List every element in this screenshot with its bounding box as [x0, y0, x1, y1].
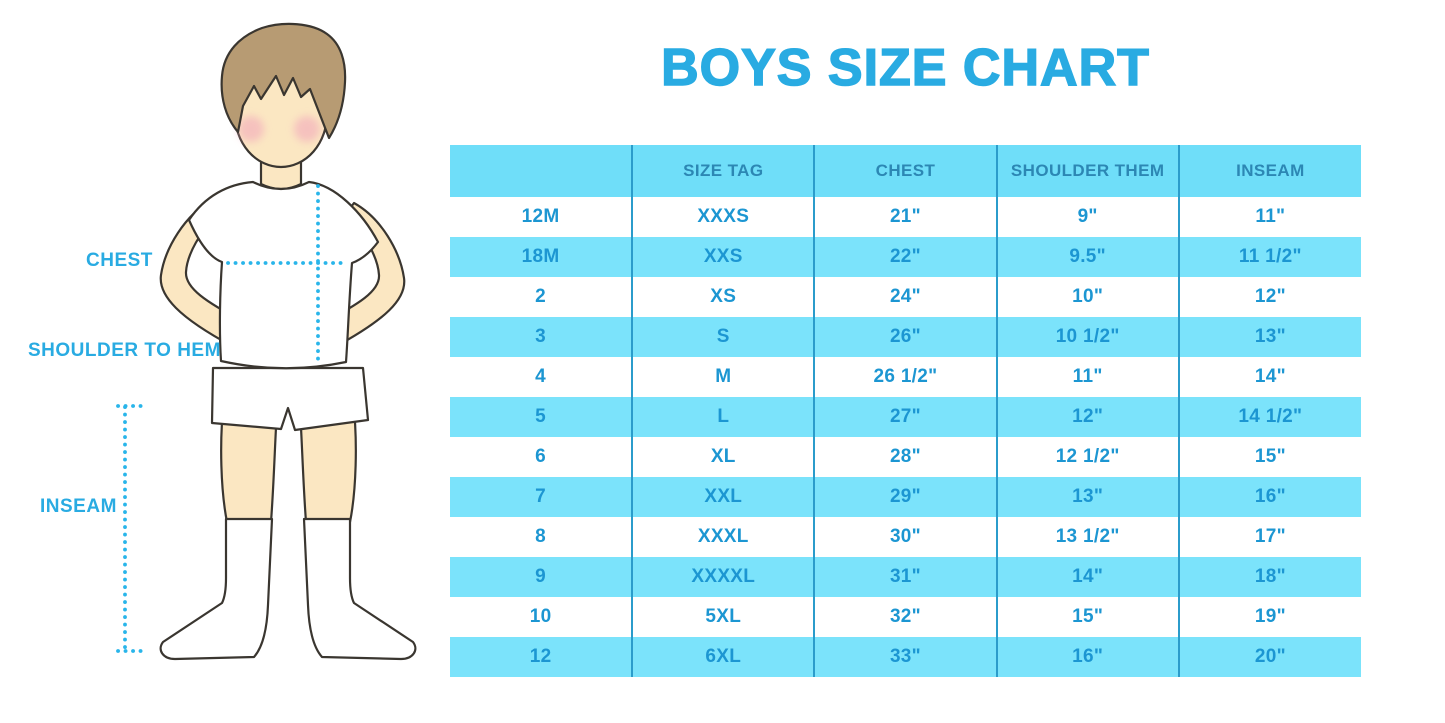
table-cell: XL — [632, 437, 816, 477]
table-cell: 3 — [450, 317, 634, 357]
table-cell: S — [632, 317, 816, 357]
table-row: 4 M 26 1/2" 11" 14" — [450, 357, 1361, 397]
table-cell: 21" — [814, 197, 998, 237]
header-cell-shoulder-them: SHOULDER THEM — [996, 145, 1180, 197]
table-cell: 13" — [996, 477, 1180, 517]
table-row: 7 XXL 29" 13" 16" — [450, 477, 1361, 517]
shoulder-to-hem-label: SHOULDER TO HEM — [28, 340, 221, 361]
size-table: SIZE TAG CHEST SHOULDER THEM INSEAM 12M X… — [450, 145, 1361, 677]
page-title: BOYS SIZE CHART — [660, 38, 1150, 98]
table-cell: 7 — [450, 477, 634, 517]
header-cell-size — [450, 145, 634, 197]
boy-illustration — [116, 22, 417, 661]
header-cell-size-tag: SIZE TAG — [632, 145, 816, 197]
boy-left-blush — [238, 116, 264, 142]
table-row: 5 L 27" 12" 14 1/2" — [450, 397, 1361, 437]
table-cell: 24" — [814, 277, 998, 317]
table-cell: M — [632, 357, 816, 397]
table-cell: 30" — [814, 517, 998, 557]
table-cell: 10 — [450, 597, 634, 637]
table-cell: 12M — [450, 197, 634, 237]
table-cell: 27" — [814, 397, 998, 437]
table-cell: 8 — [450, 517, 634, 557]
table-cell: 5 — [450, 397, 634, 437]
boy-tshirt — [187, 180, 380, 370]
table-cell: 18" — [1254, 566, 1286, 587]
table-cell: 20" — [1254, 646, 1286, 667]
table-cell: 29" — [814, 477, 998, 517]
table-cell: XXXXL — [632, 557, 816, 597]
table-cell: 26" — [814, 317, 998, 357]
table-cell: 14" — [1254, 366, 1286, 387]
header-cell-inseam: INSEAM — [1178, 145, 1361, 197]
table-cell: 22" — [814, 237, 998, 277]
header-cell-chest: CHEST — [814, 145, 998, 197]
table-cell: 16" — [1254, 486, 1286, 507]
size-table-header: SIZE TAG CHEST SHOULDER THEM INSEAM — [450, 145, 1361, 197]
table-cell: 11" — [996, 357, 1180, 397]
boy-hair — [220, 22, 347, 140]
table-cell: 26 1/2" — [814, 357, 998, 397]
table-cell: 31" — [814, 557, 998, 597]
table-cell: 9.5" — [996, 237, 1180, 277]
boy-left-sock — [159, 517, 274, 661]
table-cell: L — [632, 397, 816, 437]
table-cell: 33" — [814, 637, 998, 677]
size-table-body: 12M XXXS 21" 9" 11" 18M XXS 22" 9.5" 11 1/2" 2 XS 24… — [450, 197, 1361, 677]
table-cell: 17" — [1254, 526, 1286, 547]
table-cell: 12 1/2" — [996, 437, 1180, 477]
table-cell: 32" — [814, 597, 998, 637]
table-row: 3 S 26" 10 1/2" 13" — [450, 317, 1361, 357]
table-row: 12 6XL 33" 16" 20" — [450, 637, 1361, 677]
table-row: 8 XXXL 30" 13 1/2" 17" — [450, 517, 1361, 557]
table-cell: 11" — [1255, 206, 1286, 227]
boy-right-sock — [302, 517, 417, 661]
table-cell: 6 — [450, 437, 634, 477]
table-cell: 13" — [1254, 326, 1286, 347]
table-cell: 9 — [450, 557, 634, 597]
table-row: 10 5XL 32" 15" 19" — [450, 597, 1361, 637]
table-cell: 28" — [814, 437, 998, 477]
table-cell: 13 1/2" — [996, 517, 1180, 557]
table-cell: 14 1/2" — [1238, 406, 1303, 427]
table-row: 2 XS 24" 10" 12" — [450, 277, 1361, 317]
table-cell: 15" — [1254, 446, 1286, 467]
table-cell: 11 1/2" — [1238, 246, 1302, 267]
table-cell: XS — [632, 277, 816, 317]
table-cell: 18M — [450, 237, 634, 277]
table-cell: 12" — [1254, 286, 1286, 307]
table-cell: XXXS — [632, 197, 816, 237]
table-cell: 12 — [450, 637, 634, 677]
table-cell: 12" — [996, 397, 1180, 437]
table-cell: XXS — [632, 237, 816, 277]
table-cell: 14" — [996, 557, 1180, 597]
table-cell: 9" — [996, 197, 1180, 237]
table-cell: 15" — [996, 597, 1180, 637]
boy-shorts — [210, 366, 370, 432]
inseam-label: INSEAM — [40, 496, 117, 517]
table-cell: 10 1/2" — [996, 317, 1180, 357]
table-cell: 10" — [996, 277, 1180, 317]
table-row: 6 XL 28" 12 1/2" 15" — [450, 437, 1361, 477]
table-cell: 2 — [450, 277, 634, 317]
table-cell: 16" — [996, 637, 1180, 677]
table-row: 12M XXXS 21" 9" 11" — [450, 197, 1361, 237]
boy-right-blush — [294, 116, 320, 142]
table-cell: 19" — [1254, 606, 1286, 627]
measurement-figure: CHEST SHOULDER TO HEM INSEAM — [0, 0, 450, 723]
table-cell: XXXL — [632, 517, 816, 557]
table-cell: 5XL — [632, 597, 816, 637]
table-cell: 6XL — [632, 637, 816, 677]
table-row: 9 XXXXL 31" 14" 18" — [450, 557, 1361, 597]
table-row: 18M XXS 22" 9.5" 11 1/2" — [450, 237, 1361, 277]
table-cell: XXL — [632, 477, 816, 517]
header-row: SIZE TAG CHEST SHOULDER THEM INSEAM — [450, 145, 1361, 197]
chest-label: CHEST — [86, 250, 153, 271]
table-cell: 4 — [450, 357, 634, 397]
